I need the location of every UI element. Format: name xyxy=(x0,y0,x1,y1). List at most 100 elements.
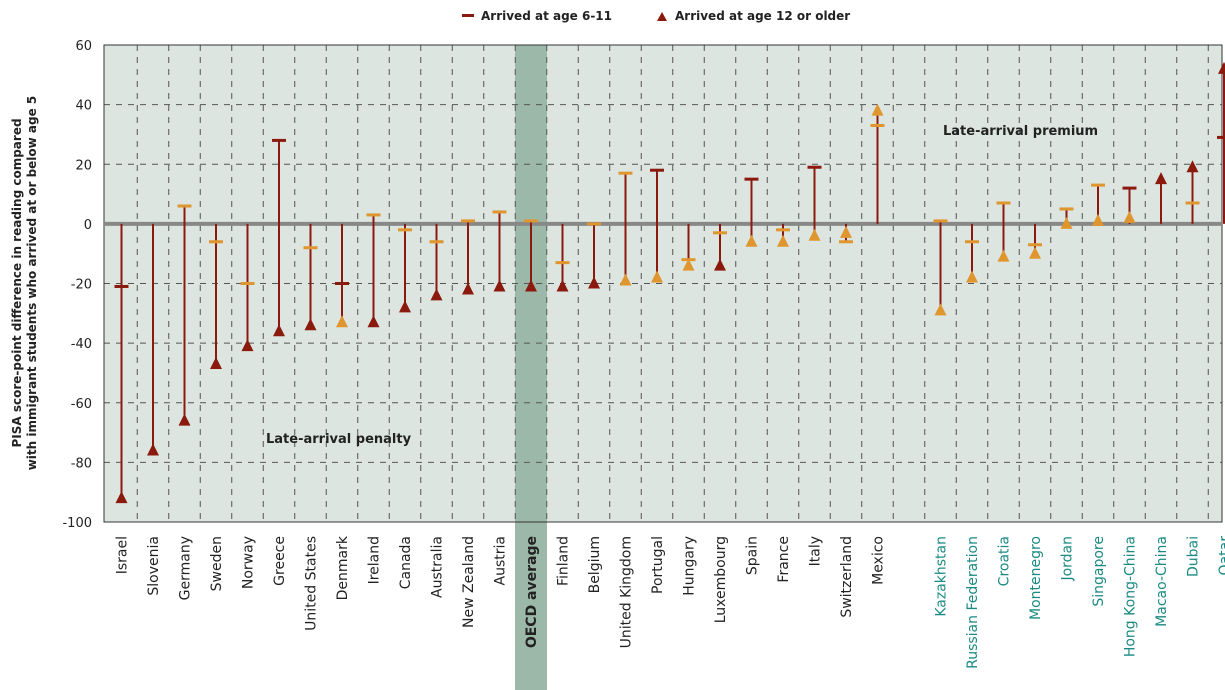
dash-marker-age6-11 xyxy=(933,219,948,223)
dash-marker-age6-11 xyxy=(335,282,349,285)
x-category-label: Russian Federation xyxy=(965,536,981,669)
x-category-label: United Kingdom xyxy=(619,536,635,648)
y-tick-label: -40 xyxy=(71,337,92,352)
legend: Arrived at age 6-11 Arrived at age 12 or… xyxy=(462,9,850,23)
x-category-label: Hong Kong-China xyxy=(1123,536,1139,657)
x-category-label: Mexico xyxy=(871,536,887,585)
x-category-label: Slovenia xyxy=(146,536,162,596)
y-axis-title-line2: with immigrant students who arrived at o… xyxy=(25,96,39,471)
dash-marker-age6-11 xyxy=(177,204,192,208)
x-category-label: Israel xyxy=(115,536,131,574)
x-category-label: Greece xyxy=(272,536,288,586)
triangle-marker-age12 xyxy=(115,491,128,504)
oecd-average-band xyxy=(515,45,547,690)
grid xyxy=(103,44,1223,523)
triangle-marker-age12 xyxy=(556,279,569,292)
triangle-marker-age12 xyxy=(462,282,474,295)
dash-marker-age6-11 xyxy=(1028,243,1042,247)
dash-marker-age6-11 xyxy=(618,171,633,175)
x-category-label: Italy xyxy=(808,536,824,566)
x-category-label: OECD average xyxy=(524,536,540,648)
triangle-marker-age12 xyxy=(682,258,695,271)
x-category-label: Sweden xyxy=(209,536,225,591)
triangle-marker-age12 xyxy=(147,443,159,456)
dash-marker-age6-11 xyxy=(713,231,727,235)
triangle-marker-age12 xyxy=(430,288,443,301)
triangle-marker-age12 xyxy=(525,279,537,292)
y-tick-label: -80 xyxy=(71,456,92,471)
dash-marker-age6-11 xyxy=(1122,186,1137,190)
legend-label-age6-11: Arrived at age 6-11 xyxy=(481,9,612,23)
dash-marker-age6-11 xyxy=(429,240,444,244)
y-tick-label: -20 xyxy=(71,278,92,293)
x-category-label: France xyxy=(776,536,792,583)
triangle-marker-age12 xyxy=(1029,246,1041,259)
dash-marker-age6-11 xyxy=(744,177,759,181)
dash-marker-age6-11 xyxy=(240,282,255,285)
x-category-label: Jordan xyxy=(1060,536,1076,582)
dash-marker-age6-11 xyxy=(303,246,318,250)
plot-area xyxy=(104,45,1222,522)
triangle-marker-age12 xyxy=(273,324,285,337)
triangle-marker-age12 xyxy=(493,279,506,292)
triangle-marker-age12 xyxy=(1218,61,1225,74)
y-axis: -100 -80 -60 -40 -20 0 20 40 60 xyxy=(62,39,92,531)
dash-marker-age6-11 xyxy=(492,210,507,214)
dash-marker-age6-11 xyxy=(996,201,1011,205)
x-category-label: Croatia xyxy=(997,536,1013,586)
triangle-marker-age12 xyxy=(619,273,632,286)
triangle-marker-age12 xyxy=(588,276,600,289)
x-category-label: Canada xyxy=(398,536,414,589)
triangle-marker-age12 xyxy=(1123,210,1136,223)
triangle-marker-age12 xyxy=(304,318,317,331)
y-axis-title-line1: PISA score-point difference in reading c… xyxy=(10,118,24,447)
triangle-marker-age12 xyxy=(178,413,191,426)
triangle-marker-age12 xyxy=(399,300,411,313)
x-category-label: Austria xyxy=(493,536,509,585)
legend-label-age12: Arrived at age 12 or older xyxy=(675,9,850,23)
dash-marker-age6-11 xyxy=(1185,201,1200,205)
y-tick-label: -100 xyxy=(62,516,92,531)
y-tick-label: 0 xyxy=(84,218,92,233)
triangle-marker-age12 xyxy=(777,234,789,247)
x-category-label: Singapore xyxy=(1091,536,1107,607)
plot-frame xyxy=(103,44,1223,523)
dash-marker-age6-11 xyxy=(965,240,979,244)
dash-marker-age6-11 xyxy=(461,219,475,223)
x-category-label: United States xyxy=(304,536,320,631)
dash-marker-age6-11 xyxy=(524,219,538,223)
triangle-marker-age12 xyxy=(1186,160,1199,173)
dash-marker-age6-11 xyxy=(555,261,570,265)
x-category-label: Macao-China xyxy=(1154,536,1170,627)
dash-marker-age6-11 xyxy=(807,165,822,169)
triangle-marker-age12 xyxy=(840,225,852,238)
x-category-label: Spain xyxy=(745,536,761,575)
triangle-marker-age12 xyxy=(651,270,663,283)
dash-marker-age6-11 xyxy=(650,168,664,172)
x-category-label: Ireland xyxy=(367,536,383,584)
x-category-label: Montenegro xyxy=(1028,536,1044,620)
dash-marker-age6-11 xyxy=(114,284,129,288)
x-category-label: Australia xyxy=(430,536,446,598)
triangle-marker-age12 xyxy=(1092,213,1104,226)
x-category-label: Kazakhstan xyxy=(934,536,950,617)
x-category-label: Denmark xyxy=(335,535,351,600)
dash-marker-age6-11 xyxy=(870,123,885,127)
legend-marker-age6-11 xyxy=(462,14,474,17)
x-category-label: Portugal xyxy=(650,536,666,594)
annotation-penalty: Late-arrival penalty xyxy=(266,432,412,447)
x-category-label: Dubai xyxy=(1186,536,1202,577)
triangle-marker-age12 xyxy=(367,315,380,328)
triangle-marker-age12 xyxy=(934,303,947,316)
y-tick-label: 40 xyxy=(75,99,92,114)
x-category-label: Luxembourg xyxy=(713,536,729,623)
triangle-marker-age12 xyxy=(997,249,1010,262)
x-category-label: Norway xyxy=(241,536,257,589)
dash-marker-age6-11 xyxy=(839,240,853,244)
dash-marker-age6-11 xyxy=(398,228,412,232)
x-category-label: New Zealand xyxy=(461,536,477,628)
dash-marker-age6-11 xyxy=(209,240,223,244)
dash-marker-age6-11 xyxy=(1091,183,1105,187)
dash-marker-age6-11 xyxy=(272,138,286,142)
